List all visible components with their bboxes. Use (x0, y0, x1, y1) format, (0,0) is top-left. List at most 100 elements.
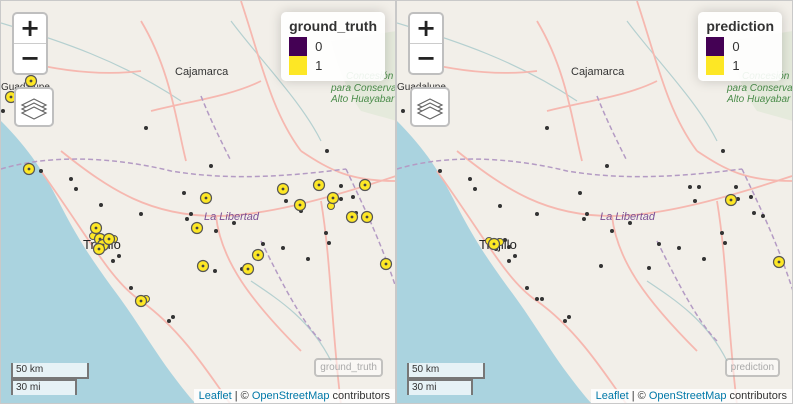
marker-class-0 (139, 212, 143, 216)
marker-class-0 (473, 187, 477, 191)
marker-class-0 (585, 212, 589, 216)
zoom-in-button[interactable]: + (19, 14, 41, 42)
legend-item: 1 (706, 56, 774, 75)
region-border (345, 168, 395, 288)
attribution-sep: | © (628, 390, 649, 402)
layers-control[interactable] (14, 87, 54, 127)
marker-class-0 (351, 195, 355, 199)
river (250, 280, 332, 362)
legend-item: 1 (289, 56, 377, 75)
scale-km: 50 km (407, 363, 485, 379)
marker-center (317, 183, 321, 187)
marker-class-0 (69, 177, 73, 181)
marker-class-0 (507, 245, 511, 249)
road (696, 150, 792, 182)
marker-class-0 (327, 241, 331, 245)
marker-class-0 (214, 229, 218, 233)
marker-class-0 (325, 149, 329, 153)
zoom-out-button[interactable]: − (410, 43, 442, 73)
scale-mi: 30 mi (407, 379, 473, 395)
marker-class-0 (129, 286, 133, 290)
marker-class-0 (498, 204, 502, 208)
marker-class-0 (339, 197, 343, 201)
marker-class-0 (761, 214, 765, 218)
zoom-in-button[interactable]: + (415, 14, 437, 42)
marker-class-0 (540, 297, 544, 301)
label-concesion: para Conserva (726, 83, 793, 94)
marker-class-0 (734, 185, 738, 189)
marker-class-0 (117, 254, 121, 258)
layers-icon (416, 98, 444, 120)
marker-class-0 (284, 199, 288, 203)
river (626, 20, 718, 142)
attribution-contributors: contributors (329, 390, 390, 402)
marker-class-0 (189, 212, 193, 216)
marker-center (729, 198, 733, 202)
ocean (1, 121, 196, 403)
marker-class-0 (688, 185, 692, 189)
layer-label-prediction[interactable]: prediction (724, 358, 780, 377)
marker-class-0 (513, 254, 517, 258)
label-cajamarca: Cajamarca (571, 66, 625, 78)
marker-class-0 (721, 149, 725, 153)
road (611, 215, 698, 352)
marker-center (331, 196, 335, 200)
marker-center (281, 187, 285, 191)
zoom-out-button[interactable]: − (14, 43, 46, 73)
legend-label-0: 0 (732, 39, 740, 54)
marker-center (777, 260, 781, 264)
marker-class-0 (438, 169, 442, 173)
marker-center (201, 264, 205, 268)
marker-class-0 (182, 191, 186, 195)
leaflet-link[interactable]: Leaflet (595, 390, 629, 402)
marker-class-0 (693, 199, 697, 203)
zoom-control: + − (12, 12, 48, 75)
label-concesion: para Conserva (330, 83, 396, 94)
marker-class-0 (578, 191, 582, 195)
legend-swatch-1 (289, 56, 308, 75)
marker-class-0 (171, 315, 175, 319)
layer-label-ground-truth[interactable]: ground_truth (314, 358, 383, 377)
marker-center (492, 242, 496, 246)
marker-class-0 (702, 257, 706, 261)
marker-center (27, 167, 31, 171)
label-concesion: Alto Huayabar (726, 94, 791, 105)
river (230, 20, 322, 142)
marker-center (9, 95, 13, 99)
legend-label-1: 1 (315, 58, 323, 73)
marker-class-0 (749, 195, 753, 199)
legend-label-1: 1 (732, 58, 740, 73)
road (215, 215, 302, 352)
layers-control[interactable] (410, 87, 450, 127)
label-concesion: Alto Huayabar (330, 94, 395, 105)
legend-title: ground_truth (289, 18, 377, 34)
marker-center (365, 215, 369, 219)
region-border (200, 95, 232, 162)
label-la-libertad: La Libertad (600, 211, 656, 223)
region-border (741, 168, 792, 291)
label-cajamarca: Cajamarca (175, 66, 229, 78)
marker-class-0 (324, 231, 328, 235)
marker-class-0 (1, 109, 5, 113)
road (546, 80, 658, 112)
label-la-libertad: La Libertad (204, 211, 260, 223)
marker-class-0 (677, 246, 681, 250)
marker-class-0 (720, 231, 724, 235)
road (636, 1, 698, 152)
marker-center (29, 79, 33, 83)
marker-class-0 (525, 286, 529, 290)
river (646, 280, 728, 362)
marker-center (195, 226, 199, 230)
marker-center (298, 203, 302, 207)
osm-link[interactable]: OpenStreetMap (251, 390, 330, 402)
marker-class-0 (507, 259, 511, 263)
legend-label-0: 0 (315, 39, 323, 54)
marker-center (94, 226, 98, 230)
attribution-contributors: contributors (726, 390, 787, 402)
marker-class-0 (281, 246, 285, 250)
marker-class-0 (752, 211, 756, 215)
osm-link[interactable]: OpenStreetMap (648, 390, 727, 402)
leaflet-link[interactable]: Leaflet (198, 390, 232, 402)
